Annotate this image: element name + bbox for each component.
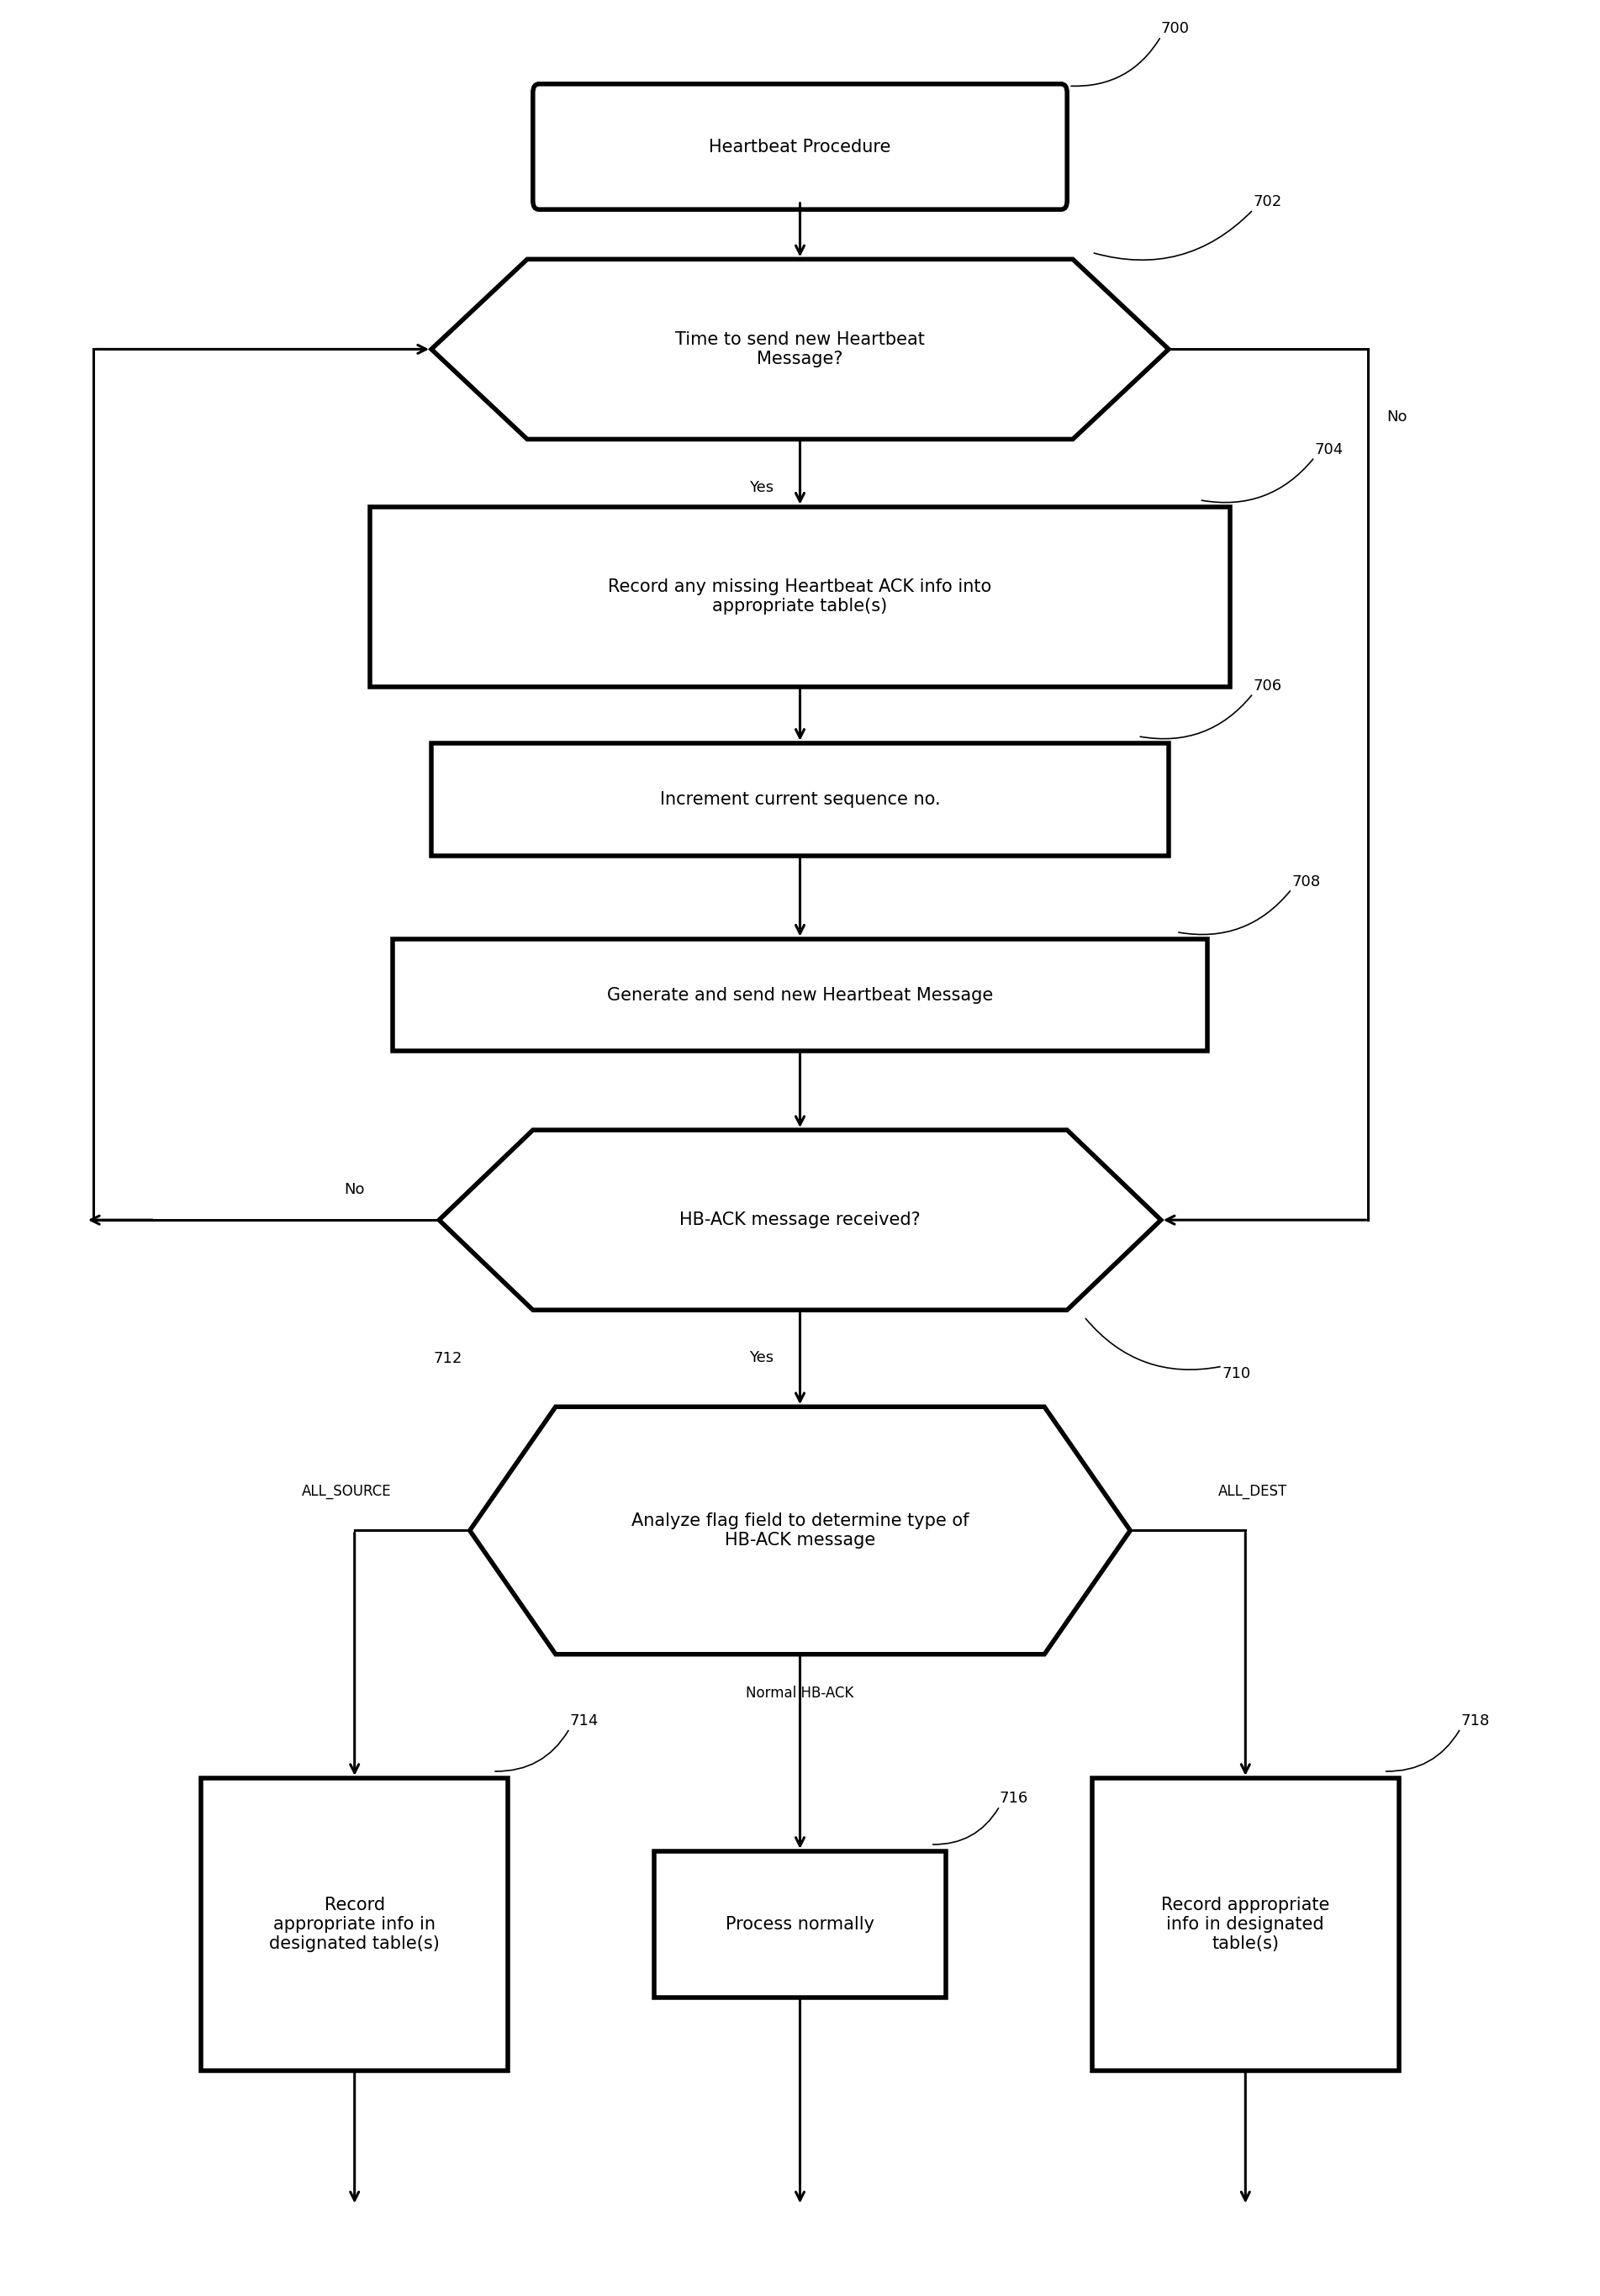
Bar (1091, 1777, 1398, 2071)
Text: 716: 716 (1000, 1791, 1029, 1807)
Text: 708: 708 (1291, 875, 1320, 889)
Text: ALL_SOURCE: ALL_SOURCE (302, 1483, 392, 1499)
Text: Generate and send new Heartbeat Message: Generate and send new Heartbeat Message (606, 987, 994, 1003)
Text: Record
appropriate info in
designated table(s): Record appropriate info in designated ta… (269, 1896, 440, 1952)
Polygon shape (438, 1130, 1162, 1311)
Text: 700: 700 (1162, 21, 1189, 37)
Text: No: No (344, 1182, 365, 1199)
Text: 710: 710 (1222, 1366, 1251, 1382)
Text: Yes: Yes (749, 1350, 774, 1366)
Bar (202, 1777, 509, 2071)
Text: Increment current sequence no.: Increment current sequence no. (659, 790, 941, 808)
Bar (654, 1851, 946, 1998)
Text: 712: 712 (434, 1350, 462, 1366)
Text: Normal HB-ACK: Normal HB-ACK (746, 1685, 854, 1701)
Bar (432, 744, 1168, 856)
Text: No: No (1387, 409, 1408, 425)
Bar (394, 939, 1206, 1052)
Text: 714: 714 (570, 1713, 598, 1729)
Text: 706: 706 (1253, 677, 1282, 693)
Polygon shape (432, 259, 1168, 439)
Text: 718: 718 (1461, 1713, 1490, 1729)
Text: Yes: Yes (749, 480, 774, 496)
Text: Analyze flag field to determine type of
HB-ACK message: Analyze flag field to determine type of … (632, 1513, 968, 1550)
Text: 702: 702 (1253, 195, 1282, 209)
Text: 704: 704 (1315, 443, 1344, 457)
Bar (370, 507, 1230, 687)
FancyBboxPatch shape (533, 85, 1067, 209)
Text: Heartbeat Procedure: Heartbeat Procedure (709, 138, 891, 156)
Polygon shape (470, 1407, 1130, 1653)
Text: Record appropriate
info in designated
table(s): Record appropriate info in designated ta… (1162, 1896, 1330, 1952)
Text: Record any missing Heartbeat ACK info into
appropriate table(s): Record any missing Heartbeat ACK info in… (608, 579, 992, 615)
Text: ALL_DEST: ALL_DEST (1219, 1483, 1288, 1499)
Text: Process normally: Process normally (725, 1915, 875, 1933)
Text: HB-ACK message received?: HB-ACK message received? (680, 1212, 920, 1228)
Text: Time to send new Heartbeat
Message?: Time to send new Heartbeat Message? (675, 331, 925, 367)
